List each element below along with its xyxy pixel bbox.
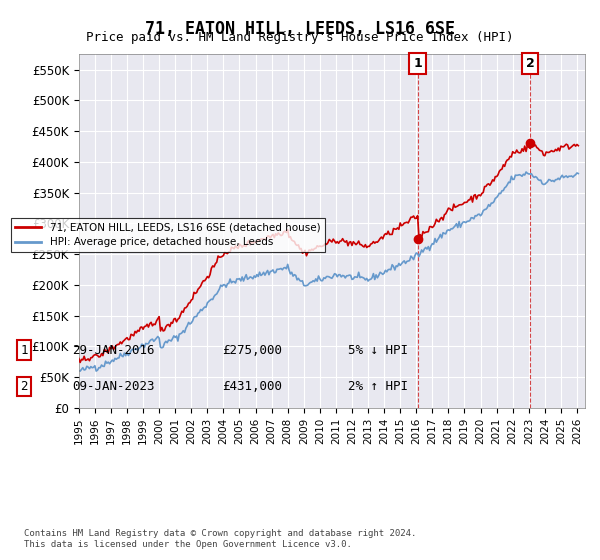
Legend: 71, EATON HILL, LEEDS, LS16 6SE (detached house), HPI: Average price, detached h: 71, EATON HILL, LEEDS, LS16 6SE (detache… xyxy=(11,218,325,251)
Text: 1: 1 xyxy=(413,57,422,70)
Text: Price paid vs. HM Land Registry's House Price Index (HPI): Price paid vs. HM Land Registry's House … xyxy=(86,31,514,44)
Text: 29-JAN-2016: 29-JAN-2016 xyxy=(72,343,155,357)
Text: 2: 2 xyxy=(20,380,28,393)
Text: 71, EATON HILL, LEEDS, LS16 6SE: 71, EATON HILL, LEEDS, LS16 6SE xyxy=(145,20,455,38)
Text: 09-JAN-2023: 09-JAN-2023 xyxy=(72,380,155,393)
Text: 2: 2 xyxy=(526,57,535,70)
Text: Contains HM Land Registry data © Crown copyright and database right 2024.
This d: Contains HM Land Registry data © Crown c… xyxy=(24,529,416,549)
Text: £275,000: £275,000 xyxy=(222,343,282,357)
Text: 5% ↓ HPI: 5% ↓ HPI xyxy=(348,343,408,357)
Text: 1: 1 xyxy=(20,343,28,357)
Text: 2% ↑ HPI: 2% ↑ HPI xyxy=(348,380,408,393)
Text: £431,000: £431,000 xyxy=(222,380,282,393)
